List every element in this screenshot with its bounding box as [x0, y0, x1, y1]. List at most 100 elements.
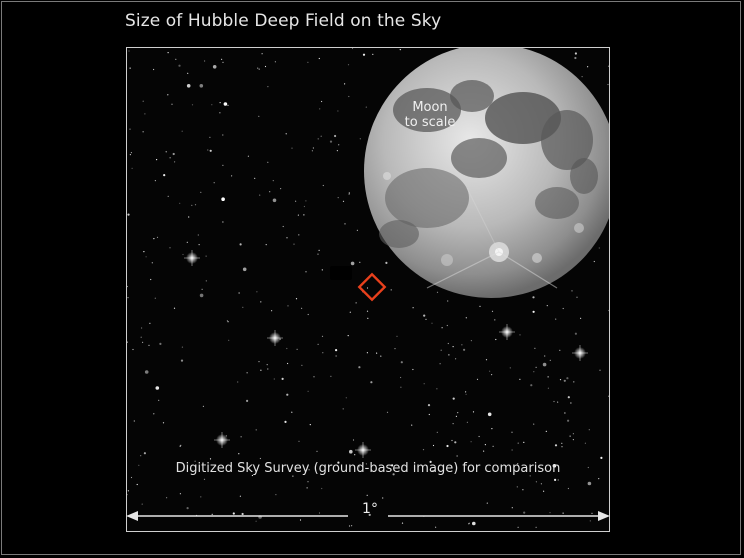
star: [142, 100, 144, 102]
star: [435, 526, 437, 528]
star: [291, 411, 293, 413]
star: [572, 439, 574, 441]
star: [337, 110, 339, 112]
star: [317, 343, 319, 345]
star: [436, 291, 439, 293]
star: [561, 442, 563, 444]
star: [150, 278, 152, 281]
star: [145, 256, 147, 258]
star: [219, 112, 221, 114]
star: [153, 68, 155, 71]
star: [329, 140, 333, 143]
star: [129, 67, 131, 69]
star: [530, 384, 533, 387]
star: [127, 285, 128, 288]
star: [295, 200, 297, 202]
moon-label-line2: to scale: [404, 115, 456, 130]
star: [285, 133, 287, 135]
star: [552, 464, 557, 468]
star: [567, 396, 570, 399]
image-caption: Digitized Sky Survey (ground-based image…: [175, 461, 561, 476]
star: [242, 306, 244, 308]
star: [432, 469, 435, 473]
star: [365, 463, 367, 465]
star: [337, 461, 340, 464]
star: [266, 364, 268, 366]
star: [143, 452, 146, 455]
star: [191, 104, 194, 106]
star: [199, 293, 204, 298]
star: [580, 317, 582, 319]
star: [517, 442, 519, 444]
star: [321, 487, 323, 490]
star: [127, 297, 129, 299]
star: [194, 460, 196, 462]
star: [301, 364, 303, 366]
star: [223, 102, 228, 106]
star: [555, 318, 557, 320]
star: [156, 159, 158, 161]
star: [422, 449, 425, 451]
star: [307, 313, 309, 316]
star: [452, 423, 454, 425]
star: [608, 395, 609, 397]
star: [483, 450, 485, 452]
star: [335, 355, 337, 357]
star: [366, 352, 368, 354]
star: [455, 415, 457, 417]
star: [446, 324, 448, 327]
star: [452, 346, 454, 348]
star: [131, 167, 133, 169]
star: [282, 225, 284, 228]
star: [423, 383, 425, 385]
star: [448, 354, 450, 356]
star: [562, 512, 564, 514]
star: [153, 413, 155, 415]
star: [347, 335, 349, 337]
star: [540, 483, 542, 485]
star: [463, 348, 466, 351]
star: [354, 454, 356, 456]
star: [511, 431, 513, 433]
star: [298, 440, 300, 442]
star: [382, 497, 384, 499]
star: [239, 495, 241, 497]
star: [257, 67, 259, 69]
hubble-deep-field-marker: [357, 272, 387, 302]
star: [127, 490, 129, 492]
star: [380, 355, 382, 357]
star: [286, 347, 288, 350]
star: [221, 58, 223, 60]
star: [181, 130, 183, 132]
star: [557, 479, 559, 481]
star: [593, 260, 595, 263]
star: [222, 134, 224, 136]
star: [564, 412, 566, 414]
star: [344, 223, 346, 225]
star: [167, 52, 169, 54]
star: [428, 413, 430, 416]
star: [198, 244, 200, 246]
star: [401, 522, 404, 524]
star: [412, 307, 414, 309]
star: [267, 86, 269, 88]
star: [423, 314, 426, 317]
star: [179, 445, 181, 447]
star: [264, 65, 267, 68]
star: [232, 512, 235, 515]
star: [484, 444, 486, 446]
star: [447, 300, 449, 302]
star: [274, 61, 276, 63]
star: [400, 361, 403, 364]
star: [221, 197, 225, 201]
scale-label: 1°: [362, 501, 378, 517]
star: [167, 195, 169, 197]
star: [456, 455, 458, 457]
star: [348, 95, 350, 98]
star: [179, 202, 181, 204]
star: [226, 320, 228, 322]
star: [154, 180, 156, 182]
star: [425, 318, 427, 320]
star: [275, 494, 277, 496]
star: [194, 204, 197, 206]
